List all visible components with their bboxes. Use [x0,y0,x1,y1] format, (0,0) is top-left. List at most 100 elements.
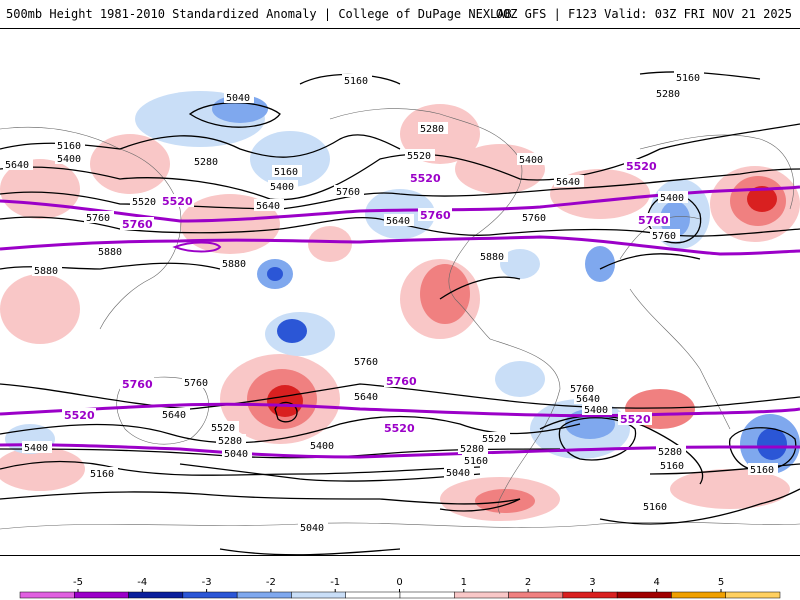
contour-5040-south [219,498,521,555]
plabel-5760-eu: 5760 [638,214,669,227]
label-5520-na: 5520 [407,151,431,162]
contour-5160-south [0,488,800,525]
coast-antarctica [0,522,800,530]
label-5280-ne: 5280 [656,89,680,100]
label-5640-aus: 5640 [162,410,186,421]
label-5520-asia: 5520 [132,197,156,208]
anomaly-neg-south-indian-core [757,428,787,460]
label-5160-c: 5160 [274,167,298,178]
label-5640-atl: 5640 [556,177,580,188]
label-5040-sa: 5040 [446,468,470,479]
label-5040-ant: 5040 [300,523,324,534]
anomaly-pos-india [0,274,80,344]
label-5400-eu: 5400 [660,193,684,204]
anomaly-pos-siberia [0,159,80,219]
map-canvas: 5040 5160 5160 5280 5280 5160 5400 5640 … [0,71,800,555]
colorbar-tick-label: 3 [589,577,595,588]
anomaly-neg-pacific-south-core [277,319,307,343]
contour-5520-a [0,168,800,210]
colorbar-segment [454,591,509,599]
label-5160-se: 5160 [750,465,774,476]
colorbar-segment [616,591,672,599]
label-5760-asia: 5760 [86,213,110,224]
contour-5880-small-loop [172,241,222,253]
label-5400-sw: 5400 [24,443,48,454]
label-5760-spac: 5760 [354,357,378,368]
anomaly-neg-mid-atlantic [585,246,615,282]
colorbar-segment [345,591,401,599]
contour-5040-north [188,102,281,128]
anomaly-neg-north-atlantic-core [660,201,690,237]
colorbar-tick-label: -5 [73,577,83,588]
label-5160-w: 5160 [57,141,81,152]
plabel-5520-eu: 5520 [626,160,657,173]
label-5880-asia: 5880 [98,247,122,258]
colorbar-tick-label: 4 [654,577,660,588]
colorbar-segment [182,591,238,599]
label-5520-sa: 5520 [482,434,506,445]
contour-5880-b [439,276,521,300]
height-contours [0,71,800,555]
label-5640-spac: 5640 [354,392,378,403]
label-5160-ant: 5160 [643,502,667,513]
label-5760-atl: 5760 [522,213,546,224]
anomaly-map[interactable]: 5040 5160 5160 5280 5280 5160 5400 5640 … [0,28,800,556]
colorbar-ticks: -5 -4 -3 -2 -1 0 1 2 3 4 5 [73,577,724,592]
label-5400-so: 5400 [310,441,334,452]
anomaly-neg-south-america [495,361,545,397]
anomaly-pos-south-indian [670,469,790,509]
label-5160-sind: 5160 [660,461,684,472]
label-5400-na: 5400 [519,155,543,166]
colorbar-segment [291,591,346,599]
label-5160-n: 5160 [344,76,368,87]
label-5400-w: 5400 [57,154,81,165]
colorbar-segment [399,591,455,599]
label-5880-india: 5880 [34,266,58,277]
contour-labels: 5040 5160 5160 5280 5280 5160 5400 5640 … [3,71,778,534]
map-title: 500mb Height 1981-2010 Standardized Anom… [6,7,512,21]
colorbar-canvas: -5 -4 -3 -2 -1 0 1 2 3 4 5 [19,577,781,599]
colorbar-tick-label: -3 [202,577,212,588]
label-5040-n: 5040 [226,93,250,104]
colorbar-tick-label: -4 [137,577,147,588]
plabel-5520-na: 5520 [410,172,441,185]
label-5280-c: 5280 [194,157,218,168]
anomaly-neg-pacific-low-core [267,267,283,281]
plabel-5520-sw: 5520 [64,409,95,422]
colorbar-segment [508,591,564,599]
colorbar-tick-label: -1 [330,577,340,588]
model-run-info: 00Z GFS | F123 Valid: 03Z FRI NOV 21 202… [495,7,792,21]
contour-5400-a [0,123,800,201]
label-5520-so: 5520 [211,423,235,434]
label-5760-aus: 5760 [184,378,208,389]
label-5280-n: 5280 [420,124,444,135]
contour-low-south-indian [729,427,797,471]
label-5160-sa: 5160 [464,456,488,467]
colorbar-segment [671,591,726,599]
colorbar-tick-label: -2 [266,577,276,588]
label-5160-ne: 5160 [676,73,700,84]
label-5880-gulf: 5880 [480,252,504,263]
label-5640-w: 5640 [5,160,29,171]
plabel-5520-so: 5520 [384,422,415,435]
label-5280-so: 5280 [218,436,242,447]
contour-5760-south-highlight [0,402,800,418]
anomaly-neg-west-atlantic [500,249,540,279]
contour-5520-south-highlight [0,443,800,459]
plabel-5520-asia: 5520 [162,195,193,208]
contour-5760-b [599,253,701,270]
anomaly-colorbar: -5 -4 -3 -2 -1 0 1 2 3 4 5 [0,572,800,600]
anomaly-pos-southern-ocean-west [0,447,85,491]
colorbar-segment [128,591,184,599]
contour-pacific-loop [274,401,298,423]
label-5640-pac: 5640 [256,201,280,212]
anomaly-pos-europe-core [747,186,777,212]
colorbar-segment [19,591,75,599]
colorbar-segments [19,591,781,599]
highlight-labels: 5520 5520 5520 5760 5760 5760 5760 5760 … [62,159,670,435]
label-5400-satl: 5400 [584,405,608,416]
contour-5280-south [179,463,800,482]
anomaly-pos-mexico-core [420,264,470,324]
colorbar-segment [562,591,618,599]
contour-5400-south [0,415,704,485]
